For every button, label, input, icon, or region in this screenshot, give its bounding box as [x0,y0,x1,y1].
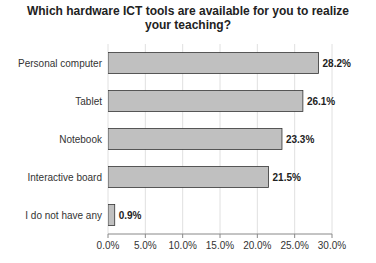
data-label: 28.2% [323,58,351,69]
x-tick [257,234,258,238]
x-axis: 0.0% 5.0% 10.0% 15.0% 20.0% 25.0% 30.0% [97,234,347,251]
data-label: 0.9% [119,210,142,221]
chart: Which hardware ICT tools are available f… [0,0,376,263]
data-label: 26.1% [307,96,335,107]
x-tick [332,234,333,238]
data-label: 21.5% [273,172,301,183]
grid [108,44,332,234]
x-tick-label: 5.0% [134,240,157,251]
title: Which hardware ICT tools are available f… [27,4,349,32]
x-tick-label: 20.0% [243,240,271,251]
title-line: Which hardware ICT tools are available f… [27,4,349,18]
title-line: your teaching? [145,18,231,32]
y-axis: I do not have any Interactive board Notebo… [18,58,103,221]
bars [108,53,319,226]
x-tick-label: 25.0% [280,240,308,251]
x-tick-label: 30.0% [318,240,346,251]
y-tick-label: Notebook [59,134,103,145]
x-tick [220,234,221,238]
bar [108,53,319,74]
y-tick-label: Interactive board [28,172,103,183]
bar [108,91,303,112]
bar [108,129,282,150]
data-label: 23.3% [286,134,314,145]
bar [108,167,269,188]
x-tick-label: 0.0% [97,240,120,251]
bar [108,205,115,226]
x-tick [108,234,109,238]
grid-line [332,44,333,234]
page: {"chart_data": {"type": "bar", "orientat… [0,0,376,263]
x-tick [294,234,295,238]
x-tick [145,234,146,238]
x-tick-label: 15.0% [206,240,234,251]
x-tick-label: 10.0% [168,240,196,251]
data-labels: 0.9% 21.5% 23.3% 26.1% 28.2% [119,58,351,221]
x-tick [182,234,183,238]
y-tick-label: I do not have any [25,210,102,221]
y-tick-label: Tablet [75,96,102,107]
y-tick-label: Personal computer [18,58,103,69]
x-axis-line [108,234,332,235]
